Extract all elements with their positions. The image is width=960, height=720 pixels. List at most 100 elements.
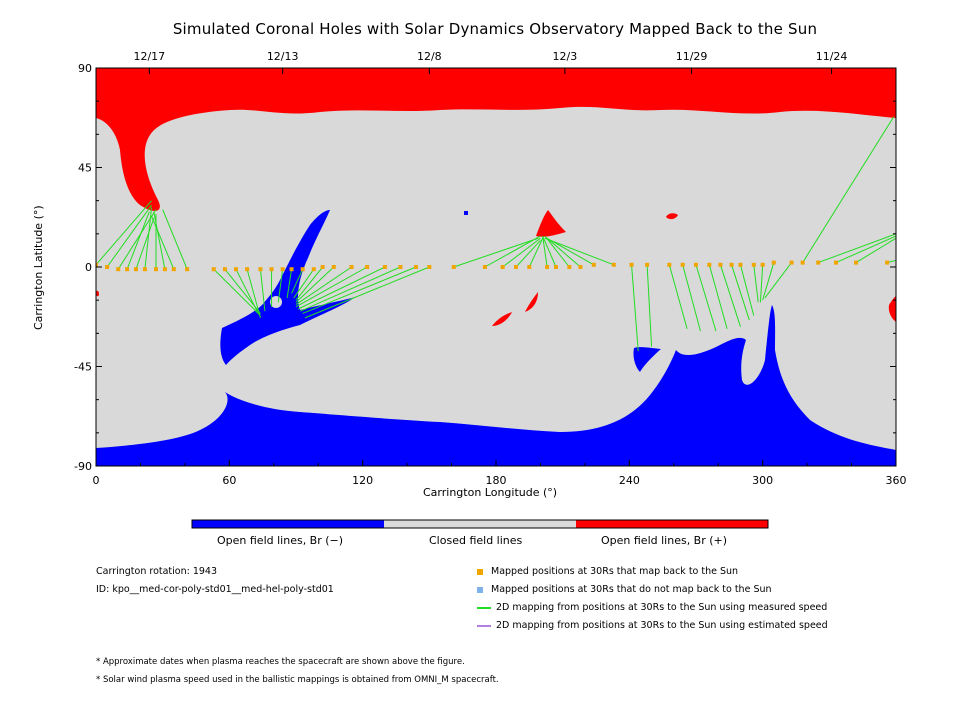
mapped-point	[211, 267, 216, 272]
mapped-point	[751, 262, 756, 267]
mapped-point	[320, 265, 325, 269]
mapping-line	[542, 235, 557, 268]
mapped-point	[854, 260, 858, 265]
mapped-point	[331, 265, 336, 269]
mapping-line	[302, 266, 417, 314]
mapping-line	[719, 264, 741, 327]
mapped-point	[382, 265, 387, 269]
mapped-point	[718, 262, 723, 267]
equator-positive-patch	[536, 210, 566, 237]
colorbar-frame	[191, 519, 769, 529]
mapped-point	[280, 267, 285, 272]
colorbar	[191, 519, 769, 529]
mapping-line	[631, 264, 639, 352]
legend-line-estimated	[477, 624, 491, 627]
axes: 0 60 120 180 240 300 360 90 45 0 -45 -90 12/17 12/13 1…	[74, 50, 906, 487]
y-axis-label: Carrington Latitude (°)	[32, 205, 45, 330]
mapped-point	[482, 265, 487, 269]
mapped-point	[222, 267, 227, 272]
mapping-line	[731, 264, 750, 321]
x-tick-label: 60	[222, 474, 236, 487]
legend-square-mapped	[477, 568, 483, 575]
limb-positive-patch	[888, 296, 896, 322]
legend-label: Mapped positions at 30Rs that map back t…	[491, 566, 739, 577]
mapping-line	[153, 211, 166, 270]
top-date-label: 12/3	[553, 50, 578, 63]
mapped-point	[738, 262, 743, 267]
mapping-line	[259, 269, 266, 312]
mapped-point	[171, 267, 176, 272]
mapping-line	[544, 235, 570, 268]
mapping-line	[802, 116, 895, 263]
mapping-line	[528, 238, 544, 268]
mapped-point	[578, 265, 583, 269]
x-tick-label: 360	[886, 474, 907, 487]
legend-item-measured: 2D mapping from positions at 30Rs to the…	[477, 602, 827, 613]
legend-item-estimated: 2D mapping from positions at 30Rs to the…	[477, 620, 828, 631]
mapped-point	[300, 267, 305, 272]
mapped-point	[451, 265, 456, 269]
mapping-line	[300, 266, 401, 312]
mapping-line	[126, 211, 150, 270]
mapped-point	[162, 267, 167, 272]
mapped-point	[125, 267, 130, 272]
central-negative-hole	[220, 210, 355, 365]
y-tick-label: -90	[74, 460, 92, 473]
mapping-line	[762, 262, 775, 301]
legend-label: 2D mapping from positions at 30Rs to the…	[496, 620, 828, 631]
north-polar-hole	[96, 68, 896, 212]
mapping-line	[277, 269, 284, 303]
mapped-point	[771, 260, 776, 265]
colorbar-label-negative: Open field lines, Br (−)	[217, 534, 344, 547]
mapping-line	[213, 268, 261, 316]
mapped-point	[567, 265, 572, 269]
x-tick-label: 180	[486, 474, 507, 487]
mapping-line	[293, 268, 315, 299]
mapped-point	[269, 267, 274, 272]
east-positive-patch	[666, 213, 678, 220]
x-tick-label: 300	[752, 474, 773, 487]
mapping-line	[668, 264, 688, 330]
chart-title: Simulated Coronal Holes with Solar Dynam…	[172, 20, 818, 38]
mapped-point	[105, 265, 110, 269]
mapped-point	[154, 267, 158, 272]
mapped-point	[834, 260, 838, 265]
mapped-point	[134, 267, 138, 272]
mapping-line	[542, 235, 548, 268]
mapping-line	[291, 269, 304, 294]
mapped-point	[116, 267, 121, 272]
mapping-line	[295, 266, 352, 306]
mapping-line	[117, 209, 157, 270]
mapping-line	[484, 235, 541, 268]
mapping-line	[502, 237, 541, 268]
legend-line-measured	[477, 606, 491, 609]
mapped-point	[527, 265, 532, 269]
mapping-line	[151, 215, 175, 270]
mapped-point	[611, 262, 616, 267]
mapped-points	[96, 260, 890, 272]
mapped-point	[667, 262, 672, 267]
legend-item-not-mapped: Mapped positions at 30Rs that do not map…	[477, 584, 772, 595]
south-positive-patch-a	[492, 312, 512, 326]
mapping-line	[753, 264, 759, 303]
mapped-point	[694, 262, 698, 267]
legend-square-not-mapped	[477, 586, 483, 593]
mapping-line	[135, 218, 155, 270]
top-date-label: 11/29	[676, 50, 708, 63]
mapping-line	[544, 237, 614, 266]
mapping-line	[144, 207, 153, 270]
legend-label: Mapped positions at 30Rs that do not map…	[491, 584, 772, 595]
mapped-point	[800, 260, 805, 265]
top-date-label: 12/13	[267, 50, 299, 63]
mapped-point	[427, 265, 432, 269]
mapped-point	[707, 262, 712, 267]
south-positive-patch-b	[525, 292, 538, 312]
colorbar-segment	[576, 520, 768, 528]
mapped-point	[234, 267, 238, 272]
mapping-line	[235, 268, 259, 314]
mapping-line	[295, 266, 335, 303]
mapping-line	[298, 266, 386, 310]
x-tick-label: 0	[93, 474, 100, 487]
mapping-lines	[96, 116, 896, 352]
mapped-point	[96, 262, 98, 267]
